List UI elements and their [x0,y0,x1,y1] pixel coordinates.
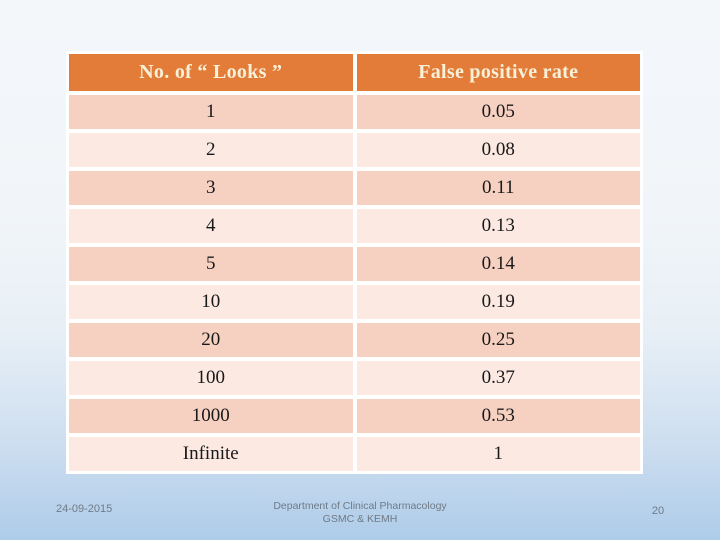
cell-looks: 5 [69,247,353,281]
cell-looks: 1 [69,95,353,129]
cell-rate: 1 [356,437,640,471]
cell-rate: 0.14 [356,247,640,281]
table-header-false-positive-rate: False positive rate [356,54,640,91]
cell-looks: 2 [69,133,353,167]
cell-looks: 10 [69,285,353,319]
table-header-looks: No. of “ Looks ” [69,54,353,91]
false-positive-rate-table: No. of “ Looks ” False positive rate 1 0.… [66,51,643,474]
cell-looks: 1000 [69,399,353,433]
cell-rate: 0.08 [356,133,640,167]
footer-department-line2: GSMC & KEMH [322,512,398,525]
cell-rate: 0.37 [356,361,640,395]
footer-department: Department of Clinical Pharmacology GSMC… [0,500,720,525]
cell-looks: 20 [69,323,353,357]
cell-looks: 100 [69,361,353,395]
cell-looks: 4 [69,209,353,243]
footer-department-line1: Department of Clinical Pharmacology [273,500,447,512]
footer-date: 24-09-2015 [56,503,113,515]
cell-looks: Infinite [69,437,353,471]
cell-rate: 0.53 [356,399,640,433]
cell-rate: 0.05 [356,95,640,129]
slide-number: 20 [651,505,665,517]
cell-rate: 0.19 [356,285,640,319]
cell-looks: 3 [69,171,353,205]
cell-rate: 0.11 [356,171,640,205]
cell-rate: 0.13 [356,209,640,243]
cell-rate: 0.25 [356,323,640,357]
